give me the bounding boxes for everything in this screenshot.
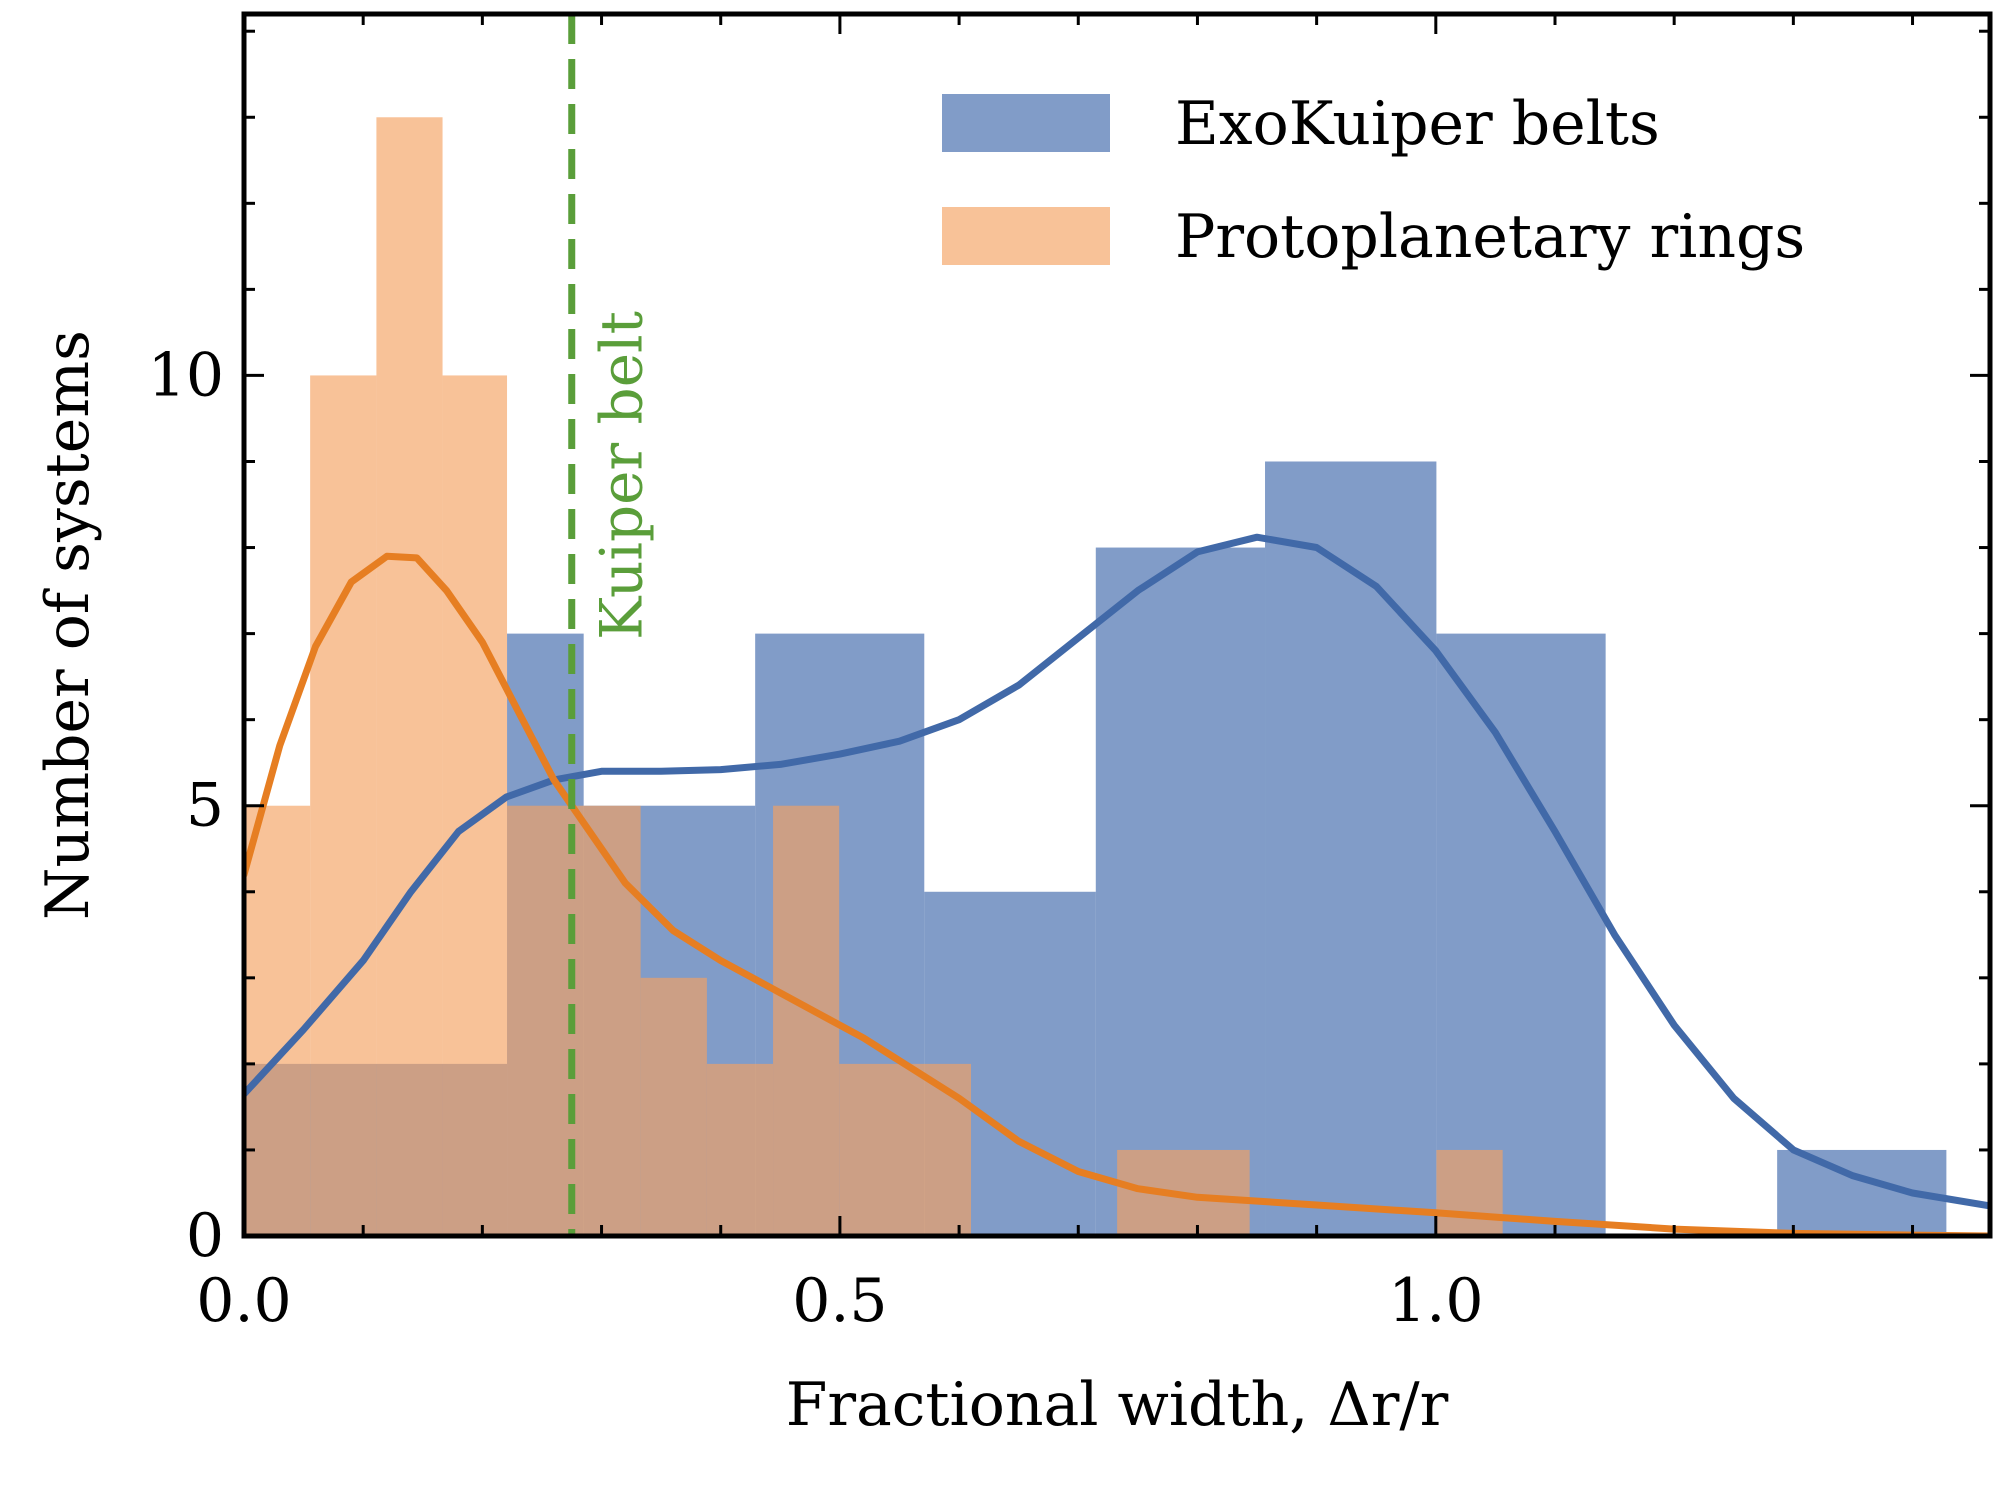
protoplanetary-bar-1 — [310, 375, 377, 1236]
protoplanetary-kde-curve — [244, 552, 1990, 1236]
protoplanetary-bar-6 — [706, 1063, 774, 1236]
y-tick-label: 5 — [186, 771, 224, 841]
x-tick-label: 0.5 — [792, 1266, 887, 1336]
x-tick-label: 1.0 — [1388, 1266, 1483, 1336]
exokuiper-bar-5 — [1095, 547, 1266, 1236]
protoplanetary-bar-10 — [1436, 1149, 1503, 1236]
axis-ticks: 0.0 0.5 1.0 0 5 10 — [148, 14, 1990, 1336]
legend-swatch — [942, 207, 1110, 265]
y-tick-label: 10 — [148, 340, 224, 410]
protoplanetary-bar-5 — [640, 977, 707, 1236]
protoplanetary-bar-2 — [376, 117, 443, 1236]
legend: ExoKuiper belts Protoplanetary rings — [942, 89, 1805, 272]
exokuiper-bar-6 — [1265, 461, 1437, 1236]
exokuiper-kde-curve — [244, 533, 1990, 1210]
kde-curves — [244, 533, 1990, 1236]
y-axis-label: Number of systems — [33, 330, 103, 920]
legend-swatch — [942, 94, 1110, 152]
kuiper-belt-label: Kuiper belt — [588, 311, 656, 640]
protoplanetary-bar-0 — [244, 805, 311, 1236]
plot-frame — [241, 11, 1993, 1239]
x-tick-label: 0.0 — [196, 1266, 291, 1336]
y-tick-label: 0 — [186, 1201, 224, 1271]
legend-label: Protoplanetary rings — [1175, 202, 1805, 272]
x-axis-label: Fractional width, Δr/r — [786, 1370, 1449, 1440]
exokuiper-bar-7 — [1436, 633, 1606, 1236]
kuiper-belt-reference: Kuiper belt — [568, 14, 656, 1236]
legend-label: ExoKuiper belts — [1175, 89, 1660, 159]
